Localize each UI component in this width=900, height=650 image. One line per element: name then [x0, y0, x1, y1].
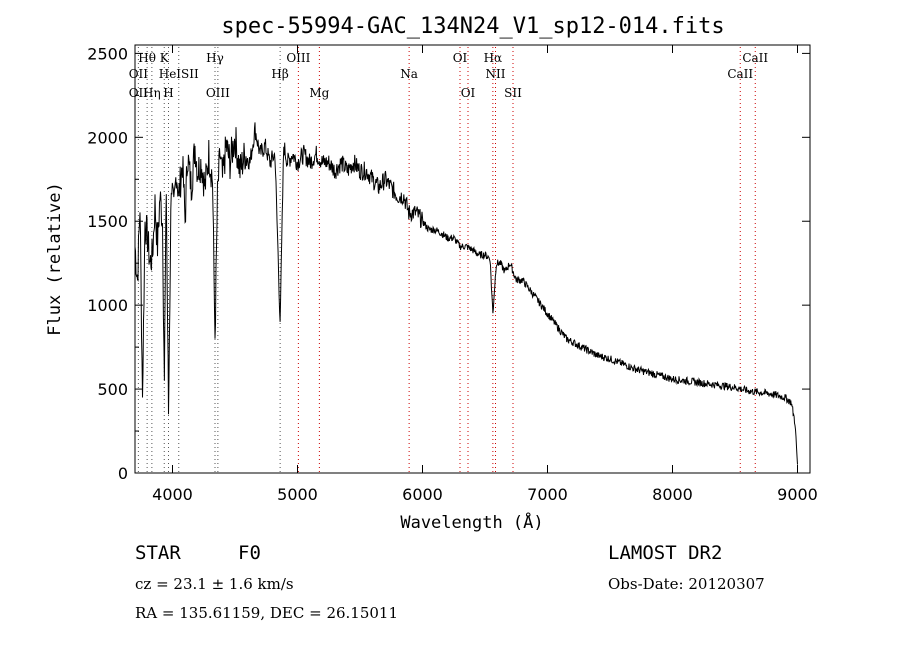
line-marker-label: NII — [486, 67, 506, 81]
line-marker-label: Hθ — [138, 51, 156, 65]
x-tick-label: 4000 — [152, 485, 193, 504]
line-marker-label: OIII — [286, 51, 310, 65]
line-marker-label: OI — [461, 86, 476, 100]
x-tick-label: 6000 — [402, 485, 443, 504]
x-tick-label: 7000 — [527, 485, 568, 504]
y-tick-label: 1000 — [87, 296, 128, 315]
line-marker-label: CaII — [742, 51, 768, 65]
spectrum-line — [134, 122, 798, 465]
line-marker-label: Hα — [484, 51, 503, 65]
line-marker-label: K — [160, 51, 170, 65]
line-marker-label: Hβ — [271, 67, 288, 81]
ra-dec: RA = 135.61159, DEC = 26.15011 — [135, 604, 399, 622]
object-class: STAR — [135, 542, 181, 564]
line-marker-label: Hγ — [206, 51, 224, 65]
y-axis-label: Flux (relative) — [45, 182, 65, 336]
plot-frame — [134, 44, 811, 474]
line-marker-label: Hη — [143, 86, 161, 100]
line-marker-label: Na — [400, 67, 418, 81]
line-marker-label: OII — [129, 67, 149, 81]
line-marker-label: HeISII — [159, 67, 199, 81]
y-tick-label: 500 — [97, 380, 128, 399]
x-tick-label: 8000 — [652, 485, 693, 504]
object-subclass: F0 — [238, 542, 261, 564]
survey-name: LAMOST DR2 — [608, 542, 723, 564]
y-tick-label: 0 — [118, 464, 128, 483]
line-marker-label: OIII — [206, 86, 230, 100]
line-marker-label: Mg — [309, 86, 329, 100]
chart-title: spec-55994-GAC_134N24_V1_sp12-014.fits — [221, 14, 724, 39]
line-marker-group: Hθ K Hγ OIII OI Hα CaII OII HeISII Hβ Na NII CaII OII… — [129, 47, 768, 473]
axis-ticks: 4000 5000 6000 7000 8000 9000 0 500 1000 1500 2000… — [87, 44, 818, 504]
x-axis-label: Wavelength (Å) — [400, 511, 543, 533]
x-tick-label: 5000 — [277, 485, 318, 504]
y-tick-label: 2500 — [87, 44, 128, 63]
line-marker-label: CaII — [727, 67, 753, 81]
y-tick-label: 1500 — [87, 212, 128, 231]
line-marker-label: OII — [129, 86, 149, 100]
line-marker-label: OI — [453, 51, 468, 65]
y-tick-label: 2000 — [87, 128, 128, 147]
line-marker-label: SII — [504, 86, 522, 100]
x-tick-label: 9000 — [777, 485, 818, 504]
obs-date: Obs-Date: 20120307 — [608, 575, 765, 593]
line-marker-label: H — [163, 86, 173, 100]
redshift-cz: cz = 23.1 ± 1.6 km/s — [135, 575, 294, 593]
